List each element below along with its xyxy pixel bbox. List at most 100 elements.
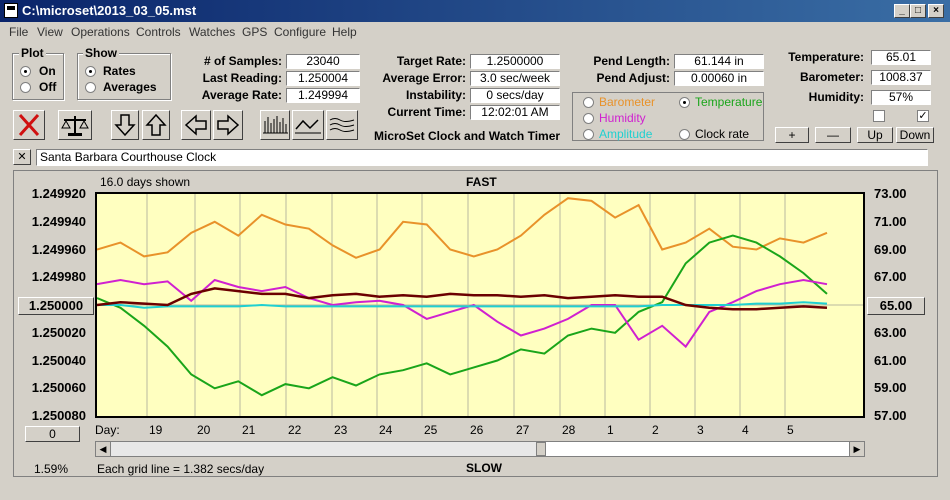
last-reading-field: 1.250004 (286, 71, 360, 86)
temperature-env-label: Temperature: (788, 50, 864, 64)
bar-graph-icon (263, 116, 288, 134)
menu-controls[interactable]: Controls (136, 25, 181, 39)
y-tick-label: 1.249920 (31, 186, 86, 201)
scroll-right-arrow[interactable]: ▶ (849, 442, 864, 456)
y-tick-label: 1.250060 (31, 380, 86, 396)
barometer-radio[interactable] (583, 97, 594, 108)
bars-view-button[interactable] (260, 110, 290, 140)
instability-field: 0 secs/day (470, 88, 560, 103)
plot-area (95, 192, 865, 418)
arrow-left-icon (184, 114, 207, 136)
plot-on-radio[interactable] (20, 66, 31, 77)
center-value-button[interactable]: 1.250000 (18, 297, 94, 315)
y-right-tick-label: 59.00 (874, 380, 907, 396)
series-line-humidity (97, 278, 828, 349)
line-view-button[interactable] (292, 110, 324, 140)
target-rate-field[interactable]: 1.2500000 (470, 54, 560, 69)
menu-file[interactable]: File (9, 25, 29, 39)
app-icon (4, 3, 18, 18)
series-line-temperature (97, 234, 828, 397)
clock-rate-radio[interactable] (679, 129, 690, 140)
clear-description-button[interactable]: ✕ (13, 149, 31, 165)
plot-group-label: Plot (19, 46, 46, 60)
zero-button[interactable]: 0 (25, 426, 80, 442)
app-caption: MicroSet Clock and Watch Timer (374, 129, 561, 143)
wave-icon (329, 118, 355, 132)
arrow-left-button[interactable] (181, 110, 211, 140)
current-time-label: Current Time: (387, 105, 466, 119)
balance-button[interactable] (58, 110, 92, 140)
x-tick-label: 4 (742, 423, 749, 437)
target-rate-label: Target Rate: (396, 54, 466, 68)
right-checkbox[interactable]: ✓ (917, 110, 929, 122)
grid-note: Each grid line = 1.382 secs/day (97, 462, 265, 476)
arrow-up-icon (145, 113, 167, 136)
close-window-button[interactable]: × (928, 4, 944, 18)
y-tick-label: 1.249980 (31, 269, 86, 285)
down-button[interactable]: Down (896, 127, 934, 143)
menu-watches[interactable]: Watches (189, 25, 236, 39)
x-tick-label: 26 (470, 423, 484, 437)
arrow-up-button[interactable] (142, 110, 170, 140)
x-tick-label: 3 (697, 423, 704, 437)
scroll-thumb[interactable] (536, 442, 546, 456)
x-tick-label: 28 (562, 423, 576, 437)
description-field[interactable]: Santa Barbara Courthouse Clock (36, 149, 928, 166)
scroll-left-arrow[interactable]: ◀ (96, 442, 111, 456)
menu-view[interactable]: View (37, 25, 63, 39)
minus-button[interactable]: — (815, 127, 851, 143)
day-axis-label: Day: (95, 423, 120, 437)
humidity-radio[interactable] (583, 113, 594, 124)
arrow-down-icon (114, 114, 136, 137)
y-right-tick-label: 73.00 (874, 186, 907, 201)
percent-label: 1.59% (34, 462, 69, 476)
time-scrollbar[interactable]: ◀ ▶ (95, 441, 865, 457)
chart-svg (97, 194, 863, 416)
y-tick-label: 1.250040 (31, 352, 86, 368)
barometer-env-label: Barometer: (799, 70, 864, 84)
x-tick-label: 24 (379, 423, 393, 437)
stop-button[interactable] (13, 110, 45, 140)
x-tick-label: 20 (197, 423, 211, 437)
samples-field: 23040 (286, 54, 360, 69)
plot-on-label: On (39, 64, 56, 78)
plus-button[interactable]: + (775, 127, 809, 143)
menu-configure[interactable]: Configure (274, 25, 327, 39)
maximize-button[interactable]: □ (910, 4, 926, 18)
left-checkbox[interactable] (873, 110, 885, 122)
right-center-button[interactable]: 65.00 (867, 297, 925, 315)
temperature-radio[interactable] (679, 97, 690, 108)
red-x-icon (18, 113, 40, 137)
pend-length-field: 61.144 in (674, 54, 764, 69)
plot-off-radio[interactable] (20, 82, 31, 93)
temperature-label: Temperature (695, 95, 763, 109)
up-button[interactable]: Up (857, 127, 893, 143)
pend-adjust-label: Pend Adjust: (596, 71, 670, 85)
x-tick-label: 2 (652, 423, 659, 437)
menu-help[interactable]: Help (332, 25, 357, 39)
y-tick-label: 1.250020 (31, 324, 86, 340)
line-graph-icon (295, 119, 321, 134)
arrow-right-button[interactable] (213, 110, 243, 140)
humidity-env-label: Humidity: (808, 90, 864, 104)
y-right-tick-label: 71.00 (874, 213, 907, 229)
show-averages-radio[interactable] (85, 82, 96, 93)
barometer-label: Barometer (599, 95, 656, 109)
average-rate-label: Average Rate: (201, 88, 282, 102)
minimize-button[interactable]: _ (894, 4, 910, 18)
menu-gps[interactable]: GPS (242, 25, 268, 39)
x-tick-label: 22 (288, 423, 302, 437)
wave-view-button[interactable] (326, 110, 358, 140)
arrow-down-button[interactable] (111, 110, 139, 140)
days-shown-label: 16.0 days shown (100, 175, 191, 189)
humidity-field: 57% (871, 90, 931, 105)
menu-operations[interactable]: Operations (71, 25, 130, 39)
title-bar (0, 0, 950, 22)
amplitude-radio[interactable] (583, 129, 594, 140)
window-title: C:\microset\2013_03_05.mst (22, 3, 197, 18)
instability-label: Instability: (405, 88, 466, 102)
barometer-field: 1008.37 (871, 70, 931, 85)
show-rates-radio[interactable] (85, 66, 96, 77)
pend-adjust-field: 0.00060 in (674, 71, 764, 86)
plot-off-label: Off (39, 80, 57, 94)
